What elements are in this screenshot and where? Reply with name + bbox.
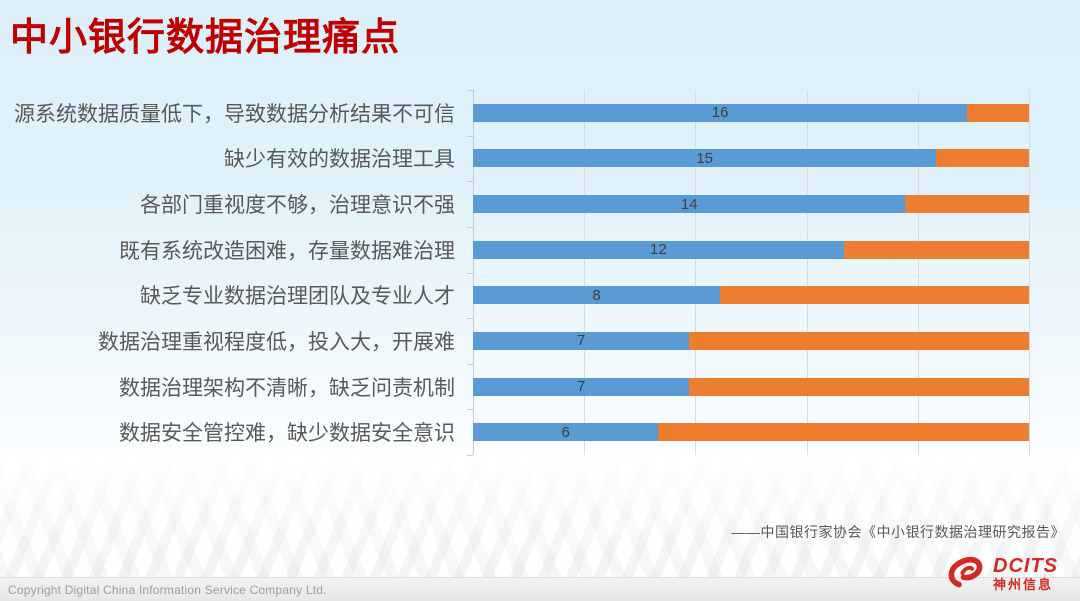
axis-tick xyxy=(467,455,473,456)
bar-segment-primary: 12 xyxy=(473,240,844,259)
stacked-bar: 8 xyxy=(473,286,1029,305)
chart-row: 数据安全管控难，缺少数据安全意识 6 xyxy=(0,409,1029,455)
dcits-logo: DCITS 神州信息 xyxy=(945,554,1058,592)
bar-segment-primary: 16 xyxy=(473,103,968,122)
chart-row: 数据治理重视程度低，投入大，开展难 7 xyxy=(0,318,1029,364)
bar-segment-secondary xyxy=(689,377,1029,396)
bar-segment-primary: 15 xyxy=(473,149,937,168)
stacked-bar: 6 xyxy=(473,423,1029,442)
axis-tick xyxy=(467,226,473,228)
bar-value-label: 6 xyxy=(561,423,570,441)
bar-value-label: 12 xyxy=(649,241,667,259)
bar-segment-primary: 6 xyxy=(473,423,659,442)
stacked-bar: 7 xyxy=(473,377,1029,396)
bar-value-label: 15 xyxy=(696,149,713,167)
gridline xyxy=(1029,90,1030,455)
category-label: 既有系统改造困难，存量数据难治理 xyxy=(119,239,455,263)
bar-track: 15 xyxy=(473,149,1029,168)
axis-tick xyxy=(467,181,473,183)
pain-points-chart: 源系统数据质量低下，导致数据分析结果不可信 16 缺少有效的数据治理工具 15 各部门重… xyxy=(0,90,1030,456)
bar-segment-primary: 7 xyxy=(473,377,690,396)
category-label: 数据安全管控难，缺少数据安全意识 xyxy=(119,422,455,446)
gridline xyxy=(584,90,586,455)
bar-value-label: 7 xyxy=(576,332,586,350)
chart-row: 缺乏专业数据治理团队及专业人才 8 xyxy=(0,273,1029,319)
category-label: 缺少有效的数据治理工具 xyxy=(224,148,455,172)
stacked-bar: 12 xyxy=(473,240,1029,259)
chart-row: 各部门重视度不够，治理意识不强 14 xyxy=(0,181,1029,227)
bar-track: 14 xyxy=(473,195,1029,214)
category-label: 数据治理重视程度低，投入大，开展难 xyxy=(98,330,455,354)
category-label: 数据治理架构不清晰，缺乏问责机制 xyxy=(119,376,455,400)
bar-segment-primary: 7 xyxy=(473,331,690,350)
gridline xyxy=(917,90,919,455)
axis-tick xyxy=(467,318,473,320)
bar-track: 16 xyxy=(473,103,1029,122)
bar-track: 12 xyxy=(473,240,1029,259)
axis-tick xyxy=(467,409,473,411)
gridline xyxy=(695,90,697,455)
chart-rows: 源系统数据质量低下，导致数据分析结果不可信 16 缺少有效的数据治理工具 15 各部门重… xyxy=(0,90,1029,455)
chart-row: 数据治理架构不清晰，缺乏问责机制 7 xyxy=(0,364,1029,410)
chart-row: 缺少有效的数据治理工具 15 xyxy=(0,136,1029,182)
stacked-bar: 7 xyxy=(473,331,1029,350)
stacked-bar: 16 xyxy=(473,103,1029,122)
category-label: 源系统数据质量低下，导致数据分析结果不可信 xyxy=(14,102,455,126)
bar-segment-secondary xyxy=(936,149,1029,168)
axis-tick xyxy=(467,363,473,365)
dcits-brand-name: DCITS xyxy=(993,554,1058,577)
axis-tick xyxy=(467,135,473,137)
bar-segment-secondary xyxy=(905,195,1029,214)
bar-track: 7 xyxy=(473,377,1029,396)
y-axis-line xyxy=(473,90,474,455)
bar-value-label: 7 xyxy=(576,378,586,396)
bar-segment-secondary xyxy=(720,286,1029,305)
bar-segment-primary: 14 xyxy=(473,195,906,214)
chart-grid xyxy=(467,90,1030,456)
bar-segment-secondary xyxy=(843,240,1029,259)
copyright-text: Copyright Digital China Information Serv… xyxy=(8,582,327,597)
bar-value-label: 8 xyxy=(592,286,601,304)
bar-segment-primary: 8 xyxy=(473,286,721,305)
stacked-bar: 15 xyxy=(473,149,1029,168)
dcits-brand-name-cn: 神州信息 xyxy=(993,576,1054,592)
bar-track: 6 xyxy=(473,423,1029,442)
gridline xyxy=(806,90,808,455)
decorative-wave-background xyxy=(0,451,1080,581)
category-label: 各部门重视度不够，治理意识不强 xyxy=(140,194,455,218)
footer-bar: Copyright Digital China Information Serv… xyxy=(0,577,1080,601)
axis-tick xyxy=(467,90,473,91)
source-citation: ——中国银行家协会《中小银行数据治理研究报告》 xyxy=(731,524,1065,540)
dcits-swirl-icon xyxy=(948,556,983,588)
axis-tick xyxy=(467,272,473,274)
bar-segment-secondary xyxy=(658,423,1029,442)
bar-value-label: 14 xyxy=(680,195,698,213)
category-label: 缺乏专业数据治理团队及专业人才 xyxy=(140,285,455,309)
bar-track: 7 xyxy=(473,331,1029,350)
chart-row: 源系统数据质量低下，导致数据分析结果不可信 16 xyxy=(0,90,1029,136)
bar-track: 8 xyxy=(473,286,1029,305)
page-title: 中小银行数据治理痛点 xyxy=(10,17,401,59)
bar-value-label: 16 xyxy=(711,104,729,122)
dcits-logo-text: DCITS 神州信息 xyxy=(993,556,1058,591)
chart-row: 既有系统改造困难，存量数据难治理 12 xyxy=(0,227,1029,273)
stacked-bar: 14 xyxy=(473,195,1029,214)
bar-segment-secondary xyxy=(689,331,1029,350)
bar-segment-secondary xyxy=(967,103,1029,122)
